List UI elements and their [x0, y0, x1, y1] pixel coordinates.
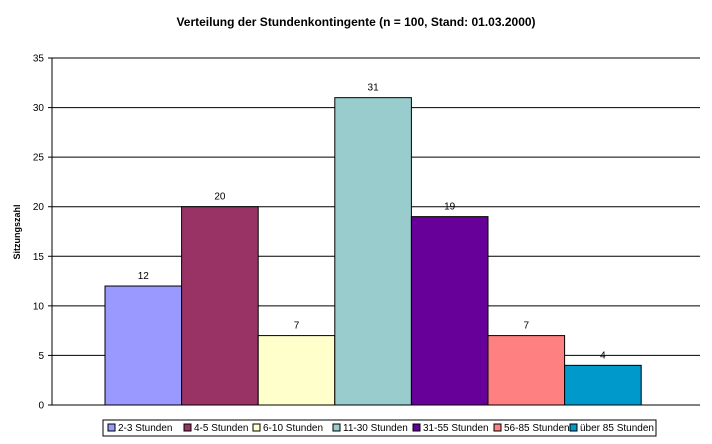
- bars: [104, 97, 642, 406]
- data-label: 19: [444, 202, 456, 213]
- legend-label: über 85 Stunden: [580, 423, 654, 434]
- bar-3: [257, 335, 336, 406]
- bar-2: [181, 206, 259, 406]
- bar-5: [410, 216, 489, 406]
- data-label: 20: [214, 192, 226, 203]
- legend-label: 4-5 Stunden: [194, 423, 249, 434]
- y-tick-label: 25: [33, 153, 45, 164]
- legend-swatch: [107, 423, 116, 432]
- data-label: 4: [600, 350, 606, 361]
- y-tick-label: 20: [33, 202, 45, 213]
- legend-label: 2-3 Stunden: [118, 423, 173, 434]
- legend-swatch: [569, 423, 578, 432]
- data-label: 31: [368, 83, 380, 94]
- data-labels: 12 20 7 31 19 7 4: [138, 83, 606, 362]
- legend-label: 56-85 Stunden: [504, 423, 570, 434]
- y-tick-label: 30: [33, 103, 45, 114]
- y-tick-label: 0: [38, 401, 44, 412]
- y-tick-label: 10: [33, 301, 45, 312]
- legend-label: 6-10 Stunden: [263, 423, 323, 434]
- legend: 2-3 Stunden 4-5 Stunden 6-10 Stunden 11-30 …: [102, 419, 657, 437]
- legend-swatch: [412, 423, 421, 432]
- data-label: 7: [524, 321, 530, 332]
- legend-swatch: [183, 423, 192, 432]
- bar-4: [334, 97, 412, 406]
- y-tick-label: 35: [33, 54, 45, 65]
- legend-label: 11-30 Stunden: [343, 423, 408, 434]
- y-tick-label: 5: [38, 351, 44, 362]
- legend-label: 31-55 Stunden: [423, 423, 489, 434]
- chart-title: Verteilung der Stundenkontingente (n = 1…: [176, 15, 535, 29]
- legend-swatch: [332, 423, 341, 432]
- data-label: 7: [294, 321, 300, 332]
- data-label: 12: [138, 271, 150, 282]
- legend-swatch: [252, 423, 261, 432]
- bar-7: [564, 364, 642, 406]
- y-axis-label: Sitzungszahl: [12, 204, 22, 259]
- legend-swatch: [493, 423, 502, 432]
- legend-box: [102, 419, 657, 437]
- bar-1: [104, 285, 183, 406]
- axes: [51, 58, 700, 406]
- bar-6: [487, 335, 566, 406]
- y-tick-label: 15: [33, 252, 45, 263]
- y-axis-ticks: 0 5 10 15 20 25 30 35: [33, 54, 52, 412]
